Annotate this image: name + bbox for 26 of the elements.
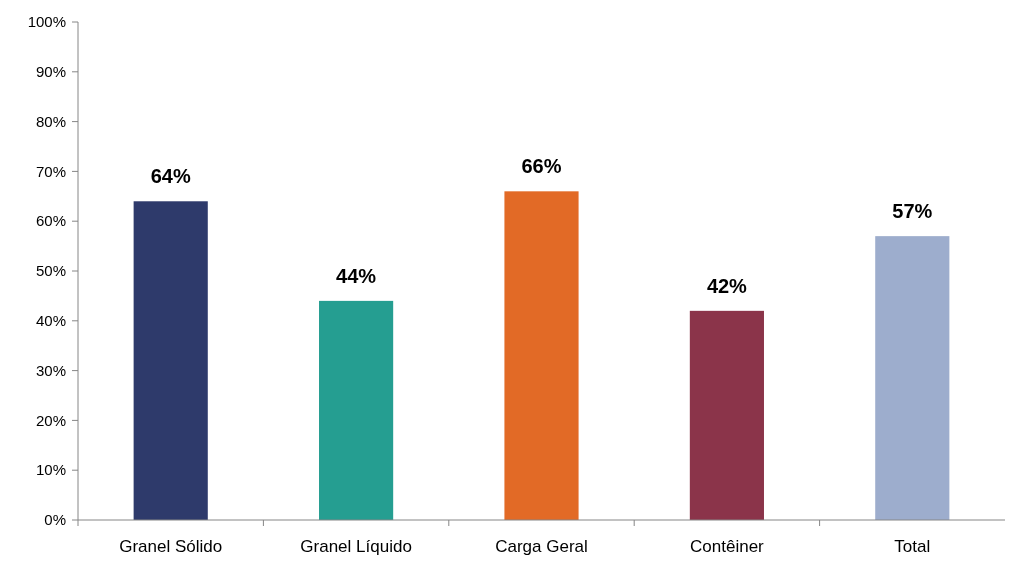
bar — [319, 300, 394, 520]
y-tick-label: 70% — [35, 162, 66, 180]
y-tick-label: 20% — [35, 411, 66, 429]
data-label: 42% — [706, 274, 748, 297]
data-label: 57% — [892, 200, 933, 223]
bar — [133, 201, 208, 520]
y-tick-label: 90% — [35, 63, 66, 81]
y-tick-label: 30% — [35, 361, 66, 379]
x-tick-label: Granel Sólido — [119, 537, 223, 556]
data-label: 66% — [521, 155, 562, 178]
x-tick-label: Contêiner — [690, 537, 765, 556]
data-label: 44% — [336, 264, 377, 287]
y-tick-label: 50% — [35, 262, 66, 280]
y-tick-label: 40% — [35, 312, 66, 330]
x-tick-label: Granel Líquido — [300, 537, 412, 556]
x-tick-label: Carga Geral — [495, 537, 588, 556]
y-tick-label: 100% — [27, 13, 66, 31]
y-tick-label: 60% — [35, 212, 66, 230]
data-label: 64% — [150, 165, 191, 188]
bar — [504, 191, 579, 520]
x-tick-label: Total — [894, 537, 931, 556]
y-tick-label: 10% — [35, 461, 66, 479]
bar — [689, 310, 764, 520]
y-tick-label: 0% — [44, 511, 66, 529]
bar — [875, 236, 950, 520]
y-tick-label: 80% — [35, 112, 66, 130]
